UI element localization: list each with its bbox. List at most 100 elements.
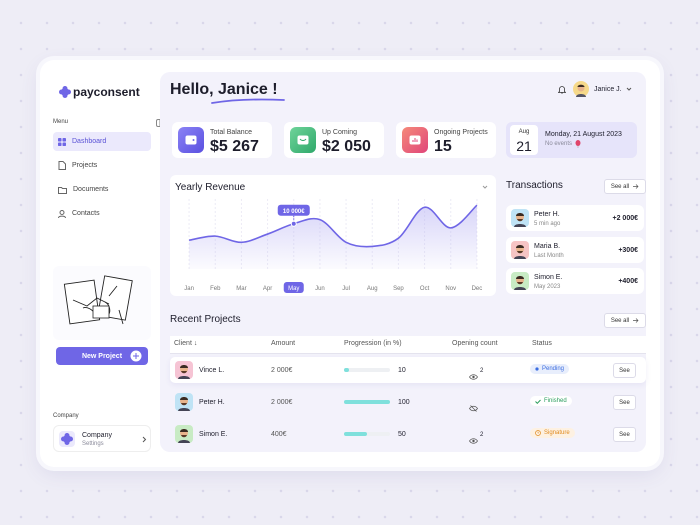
month-label[interactable]: Jul <box>342 286 350 292</box>
avatar <box>175 425 193 443</box>
company-sub: Settings <box>82 441 104 447</box>
avatar <box>511 272 529 290</box>
stat-value: $2 050 <box>322 138 371 155</box>
transaction-row: Maria B. Last Month +300€ <box>506 237 644 263</box>
month-label[interactable]: Nov <box>445 286 456 292</box>
nav-label: Documents <box>73 186 109 193</box>
stat-card: Up Coming $2 050 <box>284 122 384 158</box>
avatar <box>175 361 193 379</box>
company-name: Company <box>82 432 112 439</box>
see-button[interactable]: See <box>613 395 636 410</box>
new-project-button[interactable]: New Project <box>56 347 148 365</box>
progress-fill <box>344 368 349 372</box>
projects-title: Recent Projects <box>170 314 241 325</box>
month-label[interactable]: Apr <box>263 286 272 292</box>
status-label: Signature <box>544 430 570 436</box>
greeting: Hello, Janice ! <box>170 81 278 98</box>
button-label: See all <box>610 183 630 190</box>
transaction-time: May 2023 <box>534 284 561 290</box>
see-button[interactable]: See <box>613 363 636 378</box>
month-highlight <box>283 282 304 293</box>
month-label[interactable]: Feb <box>210 286 221 292</box>
transaction-name: Maria B. <box>534 243 561 250</box>
revenue-line <box>188 204 478 248</box>
month-label[interactable]: Sep <box>393 286 404 292</box>
logo-icon <box>59 86 71 98</box>
month-label[interactable]: Dec <box>472 286 483 292</box>
status-label: Pending <box>542 366 565 372</box>
stat-value: $5 267 <box>210 138 259 155</box>
avatar <box>511 209 529 227</box>
column-header: Status <box>532 340 552 347</box>
date-month: Aug <box>518 129 530 135</box>
column-header: Opening count <box>452 340 498 347</box>
month-label[interactable]: Aug <box>367 286 378 292</box>
month-label[interactable]: Oct <box>420 286 430 292</box>
tooltip-label: 10 000€ <box>283 209 305 215</box>
transaction-row: Peter H. 5 min ago +2 000€ <box>506 205 644 231</box>
transaction-amount: +400€ <box>618 278 638 285</box>
eye-icon <box>469 399 478 417</box>
company-label: Company <box>53 413 79 419</box>
date-day: 21 <box>516 138 532 154</box>
revenue-card: Yearly Revenue Jan Feb Mar Apr 10 000€ May Jun… <box>170 175 496 296</box>
revenue-area <box>189 205 477 269</box>
stat-label: Ongoing Projects <box>434 129 488 136</box>
eye-icon <box>469 431 478 449</box>
client-name: Peter H. <box>199 399 225 406</box>
nav-item[interactable]: Dashboard <box>53 132 151 151</box>
stat-label: Total Balance <box>210 129 253 136</box>
eye-icon <box>469 367 478 385</box>
transaction-time: Last Month <box>534 253 564 259</box>
progress-fill <box>344 400 390 404</box>
progress-track <box>344 400 390 404</box>
see-all-button[interactable]: See all <box>604 179 646 194</box>
nav-item[interactable]: Documents <box>53 180 151 199</box>
avatar <box>511 241 529 259</box>
menu-label: Menu <box>53 119 69 125</box>
progress-track <box>344 368 390 372</box>
see-all-button[interactable]: See all <box>604 313 646 328</box>
column-header[interactable]: Client ↓ <box>174 340 198 347</box>
stat-label: Up Coming <box>322 129 358 136</box>
progress-track <box>344 432 390 436</box>
nav-item[interactable]: Contacts <box>53 204 151 223</box>
amount: 2 000€ <box>271 399 293 406</box>
company-card[interactable]: Company Settings <box>53 425 151 452</box>
table-header <box>170 336 646 354</box>
transaction-amount: +2 000€ <box>612 215 639 222</box>
progress-value: 10 <box>398 367 406 374</box>
date-full: Monday, 21 August 2023 <box>545 131 622 138</box>
amount: 2 000€ <box>271 367 293 374</box>
underline <box>211 98 285 104</box>
progress-fill <box>344 432 367 436</box>
button-label: See all <box>610 317 630 324</box>
balloon-icon <box>575 140 581 148</box>
transaction-amount: +300€ <box>618 247 638 254</box>
month-label[interactable]: Jun <box>315 286 325 292</box>
illustration <box>53 266 151 340</box>
month-label[interactable]: Mar <box>236 286 246 292</box>
button-label: New Project <box>81 352 123 360</box>
table-row: Vince L. 2 000€ 10 2 Pending See <box>170 357 646 383</box>
nav-label: Projects <box>72 162 98 169</box>
tooltip <box>277 204 310 216</box>
opening-count: 2 <box>480 432 484 438</box>
see-button[interactable]: See <box>613 427 636 442</box>
nav-item[interactable]: Projects <box>53 156 151 175</box>
user-avatar[interactable] <box>573 81 589 97</box>
brand: payconsent <box>73 85 140 99</box>
stat-card: Ongoing Projects 15 <box>396 122 496 158</box>
status-pill: Pending <box>530 364 570 374</box>
month-label[interactable]: May <box>288 286 299 292</box>
chevron[interactable] <box>482 185 488 190</box>
month-label[interactable]: Jan <box>184 286 194 292</box>
status-label: Finished <box>544 398 567 404</box>
date-card: Aug 21 Monday, 21 August 2023 No events <box>506 122 637 158</box>
bell-icon[interactable] <box>558 85 566 94</box>
opening-count: 2 <box>480 368 484 374</box>
chevron[interactable] <box>626 87 632 92</box>
amount: 400€ <box>271 431 287 438</box>
table-row: Simon E. 400€ 50 2 Signature See <box>170 421 646 447</box>
